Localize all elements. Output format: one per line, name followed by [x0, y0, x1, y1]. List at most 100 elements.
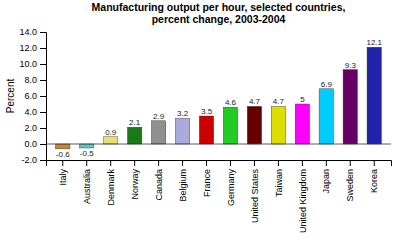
tick-mark [40, 128, 46, 129]
tick-label: Denmark [106, 169, 116, 206]
bar [80, 144, 94, 148]
tick: 2.0 [24, 123, 46, 133]
tick: 0.0 [24, 139, 46, 149]
y-axis: -2.0 0.0 2.0 4.0 6.0 8.0 10.0 12.0 14.0 [19, 27, 46, 165]
data-label: 4.6 [225, 98, 237, 107]
data-labels: -0.6-0.50.92.12.93.23.54.64.74.756.99.31… [56, 38, 383, 159]
tick-mark [40, 160, 46, 161]
tick-label: United Kingdom [298, 169, 308, 233]
tick: United States [250, 160, 260, 223]
tick: Korea [369, 160, 379, 193]
tick-mark [86, 160, 87, 166]
tick-label: 8.0 [24, 75, 37, 85]
bar [271, 106, 285, 144]
tick: 6.0 [24, 91, 46, 101]
bar [223, 107, 237, 144]
bar [104, 137, 118, 144]
data-label: 2.9 [153, 112, 165, 121]
data-label: 5 [300, 95, 305, 104]
tick-label: Taiwan [274, 169, 284, 197]
data-label: 3.5 [201, 107, 213, 116]
tick: Canada [154, 160, 164, 201]
tick-mark [182, 160, 183, 166]
tick: Japan [321, 160, 331, 194]
tick-mark [40, 112, 46, 113]
title-line: percent change, 2003-2004 [152, 13, 286, 25]
tick-mark [110, 160, 111, 166]
tick: Denmark [106, 160, 116, 206]
data-label: -0.5 [80, 149, 94, 158]
tick-label: Belgium [178, 169, 188, 202]
bar [175, 118, 189, 144]
tick-label: Italy [58, 169, 68, 186]
tick-label: France [202, 169, 212, 197]
tick: 4.0 [24, 107, 46, 117]
tick-label: 14.0 [19, 27, 37, 37]
title: Manufacturing output per hour, selected … [92, 1, 346, 25]
tick-mark [158, 160, 159, 166]
bar [319, 89, 333, 144]
tick-mark [374, 160, 375, 166]
y-axis-title: Percent [5, 79, 16, 114]
tick-label: 4.0 [24, 107, 37, 117]
tick: Taiwan [274, 160, 284, 197]
x-axis: Italy Australia Denmark Norway Canada Belgium… [47, 160, 392, 233]
tick: Norway [130, 160, 140, 200]
tick: United Kingdom [298, 160, 308, 233]
bar [343, 70, 357, 144]
tick-label: Canada [154, 169, 164, 201]
tick: 12.0 [19, 43, 46, 53]
tick-mark [40, 64, 46, 65]
data-label: 12.1 [366, 38, 382, 47]
tick-label: 12.0 [19, 43, 37, 53]
data-label: 3.2 [177, 109, 189, 118]
tick-mark [254, 160, 255, 166]
tick-label: 0.0 [24, 139, 37, 149]
axis-line [47, 161, 392, 167]
tick-label: 10.0 [19, 59, 37, 69]
tick-mark [40, 144, 46, 145]
tick: Belgium [178, 160, 188, 202]
tick-label: Korea [369, 169, 379, 193]
tick-mark [302, 160, 303, 166]
bar [295, 104, 309, 144]
bar [127, 127, 141, 144]
bar [367, 47, 381, 144]
tick-label: 2.0 [24, 123, 37, 133]
tick-label: Norway [130, 169, 140, 200]
tick: 8.0 [24, 75, 46, 85]
tick-label: -2.0 [21, 155, 37, 165]
tick-label: Japan [321, 169, 331, 194]
tick-mark [278, 160, 279, 166]
bar [247, 106, 261, 144]
axis-line [40, 33, 47, 161]
data-label: 4.7 [249, 97, 261, 106]
bar [56, 144, 70, 149]
tick-mark [326, 160, 327, 166]
tick: Australia [82, 160, 92, 204]
tick-mark [350, 160, 351, 166]
bars [56, 47, 382, 149]
tick: France [202, 160, 212, 197]
data-label: 2.1 [129, 118, 141, 127]
tick-mark [40, 80, 46, 81]
tick-mark [62, 160, 63, 166]
data-label: 6.9 [321, 80, 333, 89]
tick-label: Australia [82, 169, 92, 204]
data-label: 4.7 [273, 97, 285, 106]
tick-mark [40, 96, 46, 97]
data-label: 9.3 [345, 61, 357, 70]
tick: 14.0 [19, 27, 46, 37]
tick: 10.0 [19, 59, 46, 69]
tick: Italy [58, 160, 68, 186]
tick: Sweden [345, 160, 355, 202]
tick-label: Sweden [345, 169, 355, 202]
tick: Germany [226, 160, 236, 206]
data-label: -0.6 [56, 150, 70, 159]
tick-mark [134, 160, 135, 166]
tick-label: Germany [226, 169, 236, 207]
tick-label: United States [250, 169, 260, 224]
tick-mark [230, 160, 231, 166]
tick-mark [40, 48, 46, 49]
tick-mark [206, 160, 207, 166]
